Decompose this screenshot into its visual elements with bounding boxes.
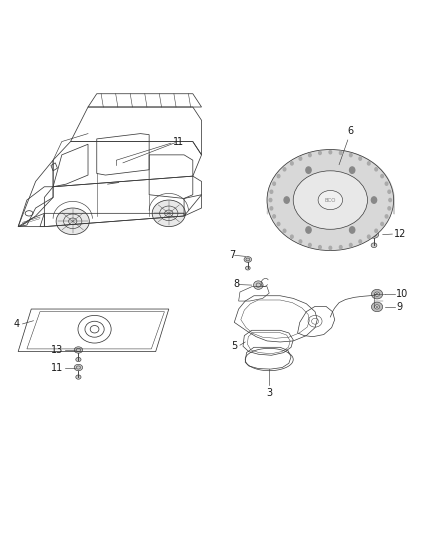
Circle shape — [318, 151, 321, 155]
Circle shape — [270, 190, 273, 193]
Circle shape — [283, 168, 286, 171]
Circle shape — [329, 151, 332, 154]
Circle shape — [371, 197, 377, 203]
Text: 1: 1 — [173, 136, 179, 147]
Circle shape — [359, 240, 361, 243]
Ellipse shape — [74, 347, 83, 353]
Text: 9: 9 — [396, 302, 403, 312]
Text: BCO: BCO — [325, 198, 336, 203]
Circle shape — [308, 154, 311, 157]
Ellipse shape — [369, 231, 378, 238]
Text: 6: 6 — [347, 126, 353, 136]
Circle shape — [270, 207, 273, 210]
Circle shape — [381, 174, 383, 177]
Ellipse shape — [56, 208, 89, 235]
Text: 11: 11 — [51, 362, 64, 373]
Circle shape — [375, 168, 378, 171]
Text: 5: 5 — [232, 341, 238, 351]
Text: 13: 13 — [51, 345, 64, 355]
Circle shape — [375, 229, 378, 232]
Circle shape — [318, 246, 321, 249]
Text: 12: 12 — [394, 229, 406, 239]
Ellipse shape — [371, 243, 377, 247]
Circle shape — [350, 244, 352, 247]
Ellipse shape — [74, 365, 83, 370]
Circle shape — [388, 207, 391, 210]
Text: 10: 10 — [396, 289, 409, 299]
Circle shape — [388, 190, 391, 193]
Circle shape — [269, 198, 272, 201]
Ellipse shape — [371, 302, 383, 312]
Circle shape — [299, 157, 302, 160]
Circle shape — [367, 235, 370, 238]
Circle shape — [381, 222, 383, 225]
Ellipse shape — [76, 358, 81, 362]
Circle shape — [389, 198, 392, 201]
Ellipse shape — [245, 266, 250, 270]
Circle shape — [273, 182, 276, 185]
Circle shape — [290, 162, 293, 165]
Circle shape — [277, 174, 280, 177]
Circle shape — [350, 154, 352, 157]
Ellipse shape — [318, 190, 343, 209]
Circle shape — [350, 227, 355, 233]
Circle shape — [385, 182, 388, 185]
Circle shape — [359, 157, 361, 160]
Ellipse shape — [152, 200, 185, 227]
Ellipse shape — [244, 256, 251, 262]
Circle shape — [350, 167, 355, 173]
Circle shape — [299, 240, 302, 243]
Ellipse shape — [254, 281, 263, 289]
Circle shape — [339, 151, 342, 155]
Ellipse shape — [374, 292, 380, 296]
Ellipse shape — [371, 289, 383, 299]
Circle shape — [306, 167, 311, 173]
Circle shape — [290, 235, 293, 238]
Ellipse shape — [293, 171, 367, 229]
Circle shape — [284, 197, 289, 203]
Ellipse shape — [374, 305, 380, 309]
Circle shape — [339, 246, 342, 249]
Text: 4: 4 — [13, 319, 19, 329]
Circle shape — [277, 222, 280, 225]
Circle shape — [306, 227, 311, 233]
Circle shape — [367, 162, 370, 165]
Circle shape — [283, 229, 286, 232]
Text: 8: 8 — [234, 279, 240, 289]
Circle shape — [308, 244, 311, 247]
Circle shape — [385, 215, 388, 218]
Text: 7: 7 — [230, 250, 236, 260]
Ellipse shape — [267, 150, 394, 251]
Text: 3: 3 — [266, 387, 272, 398]
Text: 1: 1 — [177, 136, 183, 147]
Ellipse shape — [76, 375, 81, 379]
Circle shape — [329, 246, 332, 249]
Circle shape — [273, 215, 276, 218]
